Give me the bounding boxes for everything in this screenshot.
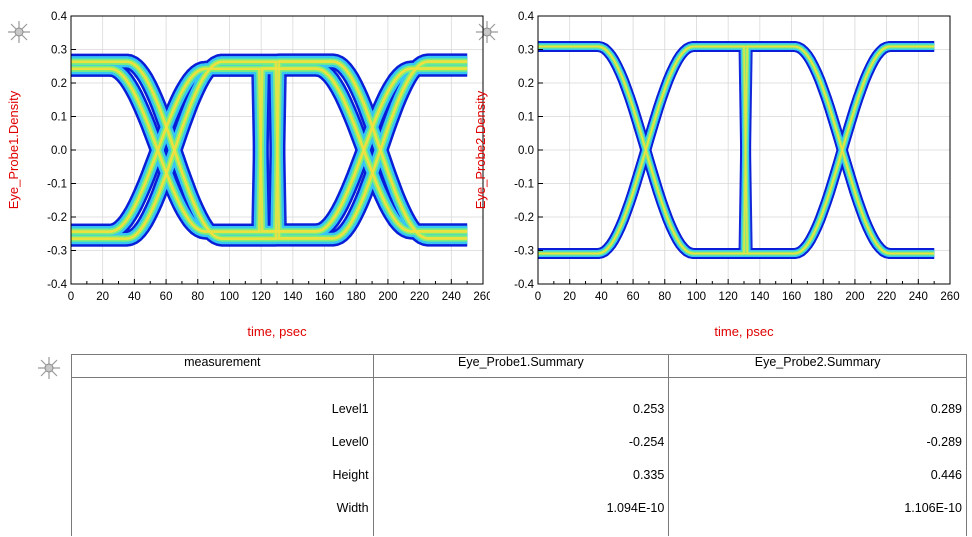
row-name: Height xyxy=(332,468,369,482)
x-tick-label: 60 xyxy=(160,291,173,303)
plot2-x-axis-label: time, psec xyxy=(714,324,774,339)
y-tick-label: 0.0 xyxy=(51,145,67,157)
header-probe2: Eye_Probe2.Summary xyxy=(668,354,967,378)
y-tick-label: 0.2 xyxy=(518,78,534,90)
x-tick-label: 220 xyxy=(410,291,429,303)
x-tick-label: 180 xyxy=(814,291,833,303)
x-tick-label: 40 xyxy=(595,291,608,303)
x-tick-label: 0 xyxy=(68,291,74,303)
eye-diagram-plot-1[interactable]: 0 20 40 60 80 100 120 140 160 180 200 220 240 260 0.4 0… xyxy=(0,0,490,345)
probe1-value: 1.094E-10 xyxy=(606,501,665,515)
x-tick-label: 200 xyxy=(378,291,397,303)
y-tick-label: 0.4 xyxy=(518,11,535,23)
eye-diagram-plot-2[interactable]: 0 20 40 60 80 100 120 140 160 180 200 220 240 260 0.4 0… xyxy=(468,0,972,345)
plot1-marker-icon[interactable] xyxy=(7,20,31,44)
probe1-value: -0.254 xyxy=(628,435,665,449)
plot1-y-axis-label: Eye_Probe1.Density xyxy=(6,90,21,209)
eye-trace xyxy=(538,45,935,255)
eye-trace xyxy=(71,60,468,240)
row-name: Level0 xyxy=(331,435,369,449)
x-tick-label: 120 xyxy=(719,291,738,303)
probe2-value: 0.446 xyxy=(930,468,962,482)
x-tick-label: 20 xyxy=(96,291,109,303)
eye-trace xyxy=(71,67,468,233)
y-tick-label: -0.4 xyxy=(514,279,534,291)
y-tick-label: 0.2 xyxy=(51,78,67,90)
x-tick-label: 60 xyxy=(627,291,640,303)
plot2-ticks: 0 20 40 60 80 100 120 140 160 180 200 220 240 260 0.4 0… xyxy=(514,11,959,303)
eye-trace xyxy=(538,45,935,255)
y-tick-label: -0.1 xyxy=(47,179,67,191)
y-tick-label: -0.2 xyxy=(514,212,534,224)
x-tick-label: 120 xyxy=(252,291,271,303)
plot1-ticks: 0 20 40 60 80 100 120 140 160 180 200 220 240 260 0.4 0… xyxy=(47,11,490,303)
x-tick-label: 260 xyxy=(940,291,959,303)
y-tick-label: 0.1 xyxy=(51,112,67,124)
header-probe1: Eye_Probe1.Summary xyxy=(372,354,670,378)
x-tick-label: 40 xyxy=(128,291,141,303)
y-tick-label: -0.3 xyxy=(514,246,534,258)
x-tick-label: 20 xyxy=(563,291,576,303)
x-tick-label: 160 xyxy=(782,291,801,303)
probe2-value: 0.289 xyxy=(930,402,962,416)
x-tick-label: 80 xyxy=(658,291,671,303)
x-tick-label: 100 xyxy=(687,291,706,303)
plot2-y-axis-label: Eye_Probe2.Density xyxy=(473,90,488,209)
y-tick-label: -0.1 xyxy=(514,179,534,191)
plot1-x-axis-label: time, psec xyxy=(247,324,307,339)
x-tick-label: 140 xyxy=(283,291,302,303)
y-tick-label: -0.2 xyxy=(47,212,67,224)
table-marker-icon[interactable] xyxy=(37,356,61,380)
x-tick-label: 220 xyxy=(877,291,896,303)
y-tick-label: 0.0 xyxy=(518,145,534,157)
y-tick-label: 0.1 xyxy=(518,112,534,124)
x-tick-label: 240 xyxy=(909,291,928,303)
x-tick-label: 0 xyxy=(535,291,541,303)
probe2-value: -0.289 xyxy=(926,435,962,449)
x-tick-label: 100 xyxy=(220,291,239,303)
x-tick-label: 260 xyxy=(473,291,490,303)
probe1-value: 0.253 xyxy=(633,402,665,416)
eye-trace xyxy=(71,60,468,240)
x-tick-label: 200 xyxy=(845,291,864,303)
probe1-value: 0.335 xyxy=(633,468,665,482)
y-tick-label: 0.4 xyxy=(51,11,68,23)
row-name: Width xyxy=(336,501,369,515)
header-measurement: measurement xyxy=(71,354,374,378)
x-tick-label: 160 xyxy=(315,291,334,303)
y-tick-label: -0.3 xyxy=(47,246,67,258)
y-tick-label: 0.3 xyxy=(51,45,67,57)
plot1-eye-traces xyxy=(71,53,468,247)
y-tick-label: 0.3 xyxy=(518,45,534,57)
y-tick-label: -0.4 xyxy=(47,279,67,291)
x-tick-label: 240 xyxy=(442,291,461,303)
x-tick-label: 140 xyxy=(750,291,769,303)
summary-table: measurement Eye_Probe1.Summary Eye_Probe… xyxy=(71,354,967,536)
x-tick-label: 180 xyxy=(347,291,366,303)
plot2-eye-traces xyxy=(538,41,935,259)
row-name: Level1 xyxy=(331,402,369,416)
eye-trace xyxy=(71,67,468,233)
probe2-value: 1.106E-10 xyxy=(904,501,962,515)
x-tick-label: 80 xyxy=(191,291,204,303)
